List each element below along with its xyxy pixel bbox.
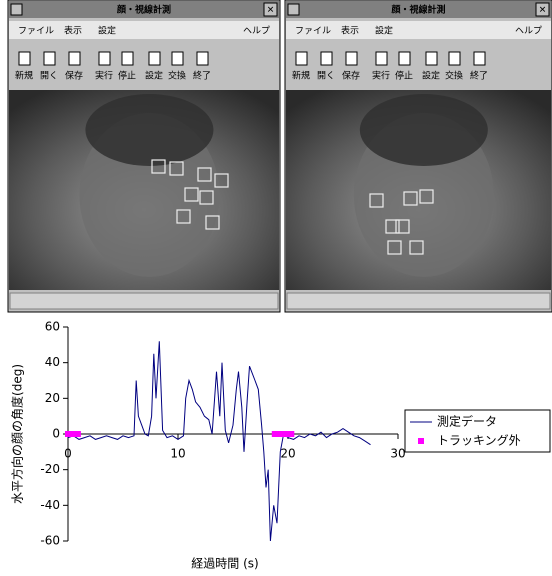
status-bar bbox=[287, 293, 550, 309]
y-tick-label: 60 bbox=[45, 320, 60, 334]
tool-icon bbox=[426, 52, 437, 65]
tool-icon bbox=[19, 52, 30, 65]
legend-label: 測定データ bbox=[437, 414, 497, 429]
tool-label: 新規 bbox=[292, 70, 310, 82]
tool-label: 終了 bbox=[193, 70, 211, 82]
tool-label: 実行 bbox=[372, 70, 390, 82]
tool-label: 停止 bbox=[118, 70, 136, 82]
x-tick-label: 20 bbox=[280, 447, 295, 461]
tool-icon bbox=[197, 52, 208, 65]
y-tick-label: -40 bbox=[40, 498, 60, 512]
marker bbox=[288, 431, 294, 437]
y-tick-label: 20 bbox=[45, 391, 60, 405]
close-x: ✕ bbox=[267, 6, 275, 16]
tool-icon bbox=[172, 52, 183, 65]
system-menu bbox=[11, 4, 22, 15]
status-bar bbox=[10, 293, 278, 309]
tool-label: 開く bbox=[40, 71, 58, 82]
window-title: 顔・視線計測 bbox=[116, 4, 171, 16]
menu-item: 設定 bbox=[375, 25, 393, 37]
y-tick-label: 0 bbox=[52, 427, 60, 441]
tool-label: 停止 bbox=[395, 70, 413, 82]
menu-item: ファイル bbox=[295, 27, 331, 37]
tool-icon bbox=[346, 52, 357, 65]
y-tick-label: -20 bbox=[40, 462, 60, 476]
tool-label: 保存 bbox=[342, 70, 360, 82]
tool-icon bbox=[376, 52, 387, 65]
page: ✕顔・視線計測ファイル表示設定ヘルプ新規開く保存実行停止設定交換終了✕顔・視線計… bbox=[0, 0, 552, 576]
tool-label: 設定 bbox=[145, 70, 163, 82]
child-hair bbox=[85, 94, 213, 166]
legend-marker bbox=[418, 438, 424, 444]
window-title: 顔・視線計測 bbox=[390, 4, 445, 16]
tool-icon bbox=[399, 52, 410, 65]
tool-label: 終了 bbox=[470, 70, 488, 82]
tool-icon bbox=[149, 52, 160, 65]
marker bbox=[75, 431, 81, 437]
tool-icon bbox=[449, 52, 460, 65]
x-tick-label: 10 bbox=[170, 447, 185, 461]
y-tick-label: 40 bbox=[45, 355, 60, 369]
y-tick-label: -60 bbox=[40, 534, 60, 548]
tool-icon bbox=[474, 52, 485, 65]
menu-item: 表示 bbox=[341, 25, 359, 37]
x-tick-label: 0 bbox=[64, 447, 72, 461]
menu-help: ヘルプ bbox=[515, 26, 542, 37]
tool-label: 開く bbox=[317, 71, 335, 82]
tool-icon bbox=[69, 52, 80, 65]
tool-icon bbox=[296, 52, 307, 65]
data-line bbox=[68, 341, 371, 541]
menu-help: ヘルプ bbox=[243, 26, 270, 37]
tool-label: 交換 bbox=[445, 70, 463, 82]
tool-icon bbox=[321, 52, 332, 65]
tool-label: 実行 bbox=[95, 70, 113, 82]
legend-label: トラッキング外 bbox=[437, 434, 521, 448]
tool-label: 交換 bbox=[168, 70, 186, 82]
child-hair bbox=[360, 94, 488, 166]
x-tick-label: 30 bbox=[390, 447, 405, 461]
y-axis-label: 水平方向の顔の角度(deg) bbox=[10, 364, 25, 504]
menu-item: 設定 bbox=[98, 25, 116, 37]
tool-label: 新規 bbox=[15, 70, 33, 82]
tool-label: 保存 bbox=[65, 70, 83, 82]
tool-icon bbox=[99, 52, 110, 65]
tool-label: 設定 bbox=[422, 70, 440, 82]
system-menu bbox=[288, 4, 299, 15]
menu-item: ファイル bbox=[18, 27, 54, 37]
close-x: ✕ bbox=[539, 6, 547, 16]
tool-icon bbox=[122, 52, 133, 65]
menu-item: 表示 bbox=[64, 25, 82, 37]
tool-icon bbox=[44, 52, 55, 65]
x-axis-label: 経過時間 (s) bbox=[191, 557, 258, 571]
